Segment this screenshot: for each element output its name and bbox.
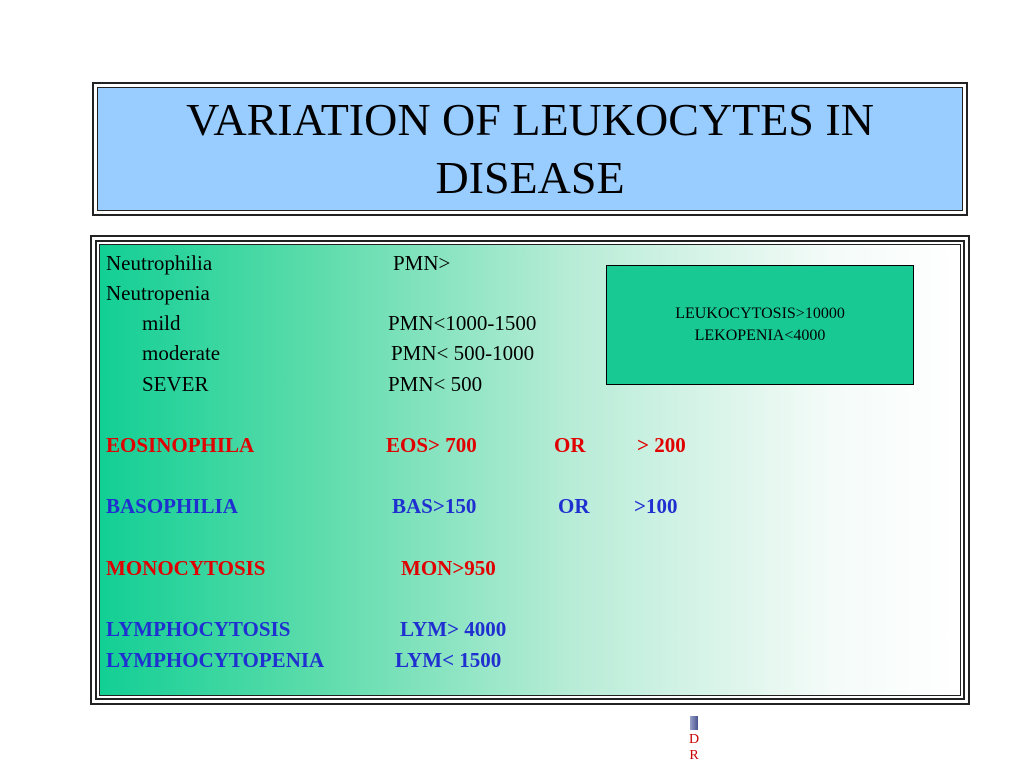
footer-letter-r: R bbox=[689, 748, 699, 763]
basophilia-label: BASOPHILIA bbox=[106, 494, 238, 518]
eosinophila-or: OR bbox=[554, 433, 586, 457]
monocytosis-value: MON>950 bbox=[401, 556, 496, 580]
neutropenia-label: Neutropenia bbox=[106, 281, 210, 305]
mild-value: PMN<1000-1500 bbox=[388, 311, 537, 335]
threshold-box: LEUKOCYTOSIS>10000 LEKOPENIA<4000 bbox=[606, 265, 914, 385]
basophilia-value: BAS>150 bbox=[392, 494, 477, 518]
lymphocytosis-value: LYM> 4000 bbox=[400, 617, 507, 641]
sever-label: SEVER bbox=[142, 372, 209, 396]
sever-value: PMN< 500 bbox=[388, 372, 483, 396]
basophilia-alt: >100 bbox=[634, 494, 678, 518]
footer-mark: D R bbox=[684, 716, 704, 764]
eosinophila-alt: > 200 bbox=[637, 433, 686, 457]
lymphocytosis-label: LYMPHOCYTOSIS bbox=[106, 617, 291, 641]
leukopenia-threshold: LEKOPENIA<4000 bbox=[694, 327, 826, 344]
title-panel: VARIATION OF LEUKOCYTES IN DISEASE bbox=[97, 87, 963, 211]
neutropenia-row: Neutropenia bbox=[106, 281, 210, 305]
neutrophilia-row: Neutrophilia bbox=[106, 251, 212, 275]
leukocytosis-threshold: LEUKOCYTOSIS>10000 bbox=[675, 305, 845, 322]
mild-label: mild bbox=[142, 311, 181, 335]
monocytosis-label: MONOCYTOSIS bbox=[106, 556, 266, 580]
moderate-label: moderate bbox=[142, 341, 221, 365]
title-box: VARIATION OF LEUKOCYTES IN DISEASE bbox=[92, 82, 968, 216]
content-frame bbox=[95, 240, 965, 700]
lymphocytopenia-value: LYM< 1500 bbox=[395, 648, 502, 672]
neutrophilia-label: Neutrophilia bbox=[106, 251, 213, 275]
lymphocytopenia-label: LYMPHOCYTOPENIA bbox=[106, 648, 325, 672]
eosinophila-value: EOS> 700 bbox=[386, 433, 477, 457]
slide-title: VARIATION OF LEUKOCYTES IN DISEASE bbox=[186, 94, 874, 203]
footer-letter-d: D bbox=[688, 732, 700, 747]
eosinophila-label: EOSINOPHILA bbox=[106, 433, 255, 457]
bar-icon bbox=[690, 716, 698, 730]
moderate-value: PMN< 500-1000 bbox=[391, 341, 535, 365]
neutrophilia-value: PMN> bbox=[393, 251, 451, 275]
basophilia-or: OR bbox=[558, 494, 590, 518]
